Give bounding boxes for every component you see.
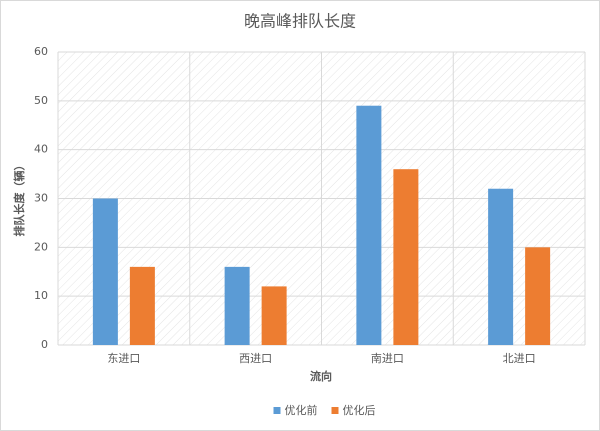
bar bbox=[129, 266, 155, 345]
legend-label: 优化后 bbox=[343, 403, 376, 417]
bar bbox=[488, 188, 514, 345]
bar bbox=[525, 247, 551, 345]
x-tick-label: 南进口 bbox=[371, 352, 404, 365]
bar bbox=[356, 105, 382, 345]
legend-label: 优化前 bbox=[285, 403, 318, 417]
y-tick-label: 0 bbox=[41, 338, 48, 351]
x-tick-label: 北进口 bbox=[503, 352, 536, 365]
y-tick-label: 30 bbox=[34, 192, 48, 205]
bar bbox=[92, 198, 118, 345]
y-tick-label: 20 bbox=[34, 240, 48, 253]
legend-swatch bbox=[273, 407, 281, 414]
legend-swatch bbox=[331, 407, 339, 414]
y-tick-label: 40 bbox=[34, 143, 48, 156]
y-tick-label: 10 bbox=[34, 289, 48, 302]
x-tick-label: 东进口 bbox=[107, 352, 140, 365]
bar bbox=[261, 286, 287, 345]
y-tick-label: 50 bbox=[34, 94, 48, 107]
y-tick-label: 60 bbox=[34, 45, 48, 58]
bar bbox=[393, 169, 419, 345]
x-axis-label: 流向 bbox=[310, 369, 332, 383]
chart-title: 晚高峰排队长度 bbox=[244, 12, 356, 31]
bar bbox=[224, 266, 250, 345]
y-axis-label: 排队长度（辆） bbox=[12, 160, 26, 237]
x-tick-label: 西进口 bbox=[239, 352, 272, 365]
